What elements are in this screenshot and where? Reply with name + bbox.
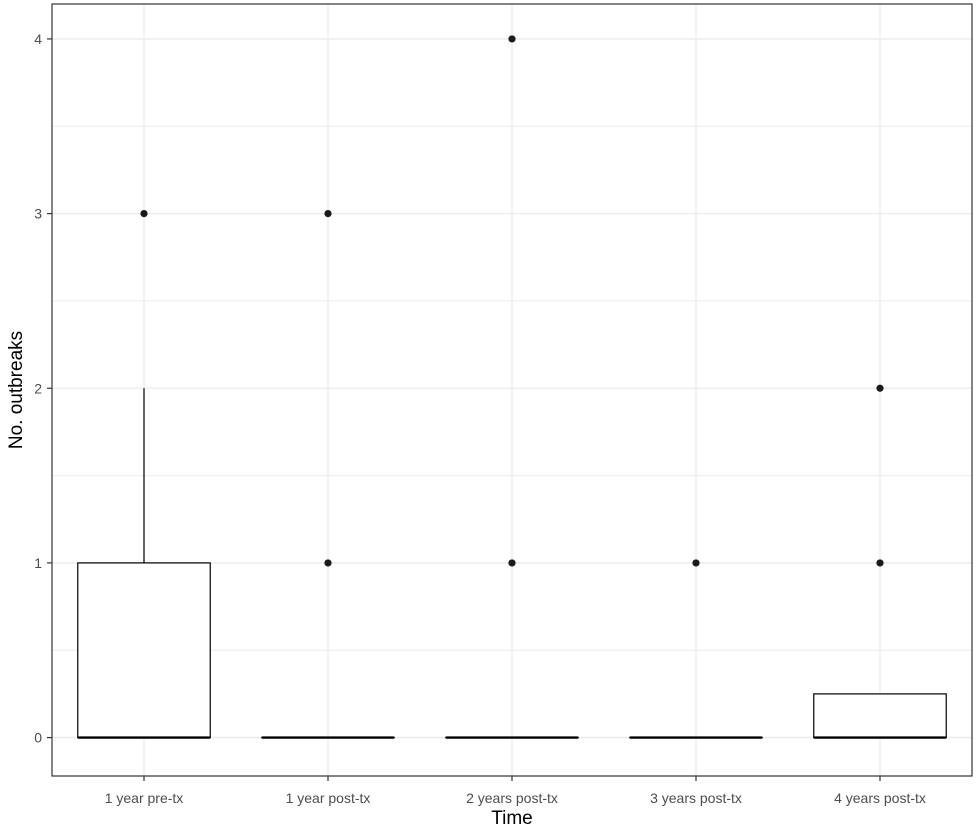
y-tick-label: 3 [34,206,42,222]
outlier-point [140,209,148,218]
outlier-point [876,384,884,392]
y-tick-label: 0 [34,730,42,746]
outlier-points [140,35,884,567]
outlier-point [508,559,516,567]
x-axis-title: Time [491,808,533,829]
boxes [77,388,947,739]
x-tick-label: 3 years post-tx [650,790,742,806]
y-tick-label: 1 [34,555,42,571]
outlier-point [324,209,332,218]
x-tick-label: 4 years post-tx [834,790,926,806]
box-iqr [77,562,211,739]
box-iqr [813,693,947,739]
x-tick-label: 2 years post-tx [466,790,558,806]
y-tick-label: 2 [34,380,42,396]
outlier-point [876,559,884,567]
y-tick-label: 4 [34,31,42,47]
outlier-point [508,35,516,43]
outlier-point [324,559,332,567]
y-axis-title: No. outbreaks [6,331,27,449]
outlier-point [692,559,700,567]
y-axis-ticks: 0 1 2 3 4 [34,31,52,746]
x-tick-label: 1 year pre-tx [105,790,184,806]
x-tick-label: 1 year post-tx [286,790,371,806]
x-axis-ticks: 1 year pre-tx 1 year post-tx 2 years post-… [105,776,926,806]
